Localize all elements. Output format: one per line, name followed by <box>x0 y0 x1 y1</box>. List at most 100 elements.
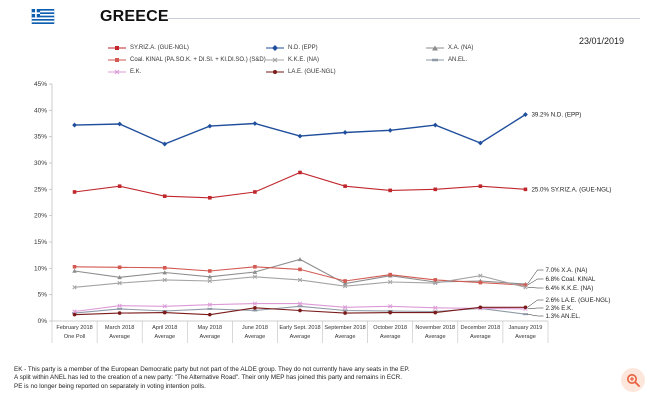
data-point <box>478 305 483 310</box>
data-point <box>208 269 212 273</box>
data-point <box>433 278 438 282</box>
footnote-anel: A split within ANEL has led to the creat… <box>14 374 402 382</box>
title-background <box>88 8 168 28</box>
data-point <box>72 190 77 194</box>
data-point <box>252 269 258 274</box>
legend-label-lae: LA.E. (GUE-NGL) <box>288 69 336 75</box>
data-point <box>207 302 212 307</box>
data-point <box>523 305 528 310</box>
data-point <box>478 280 483 285</box>
header-rule <box>88 18 640 19</box>
y-tick-label: 30% <box>34 160 47 167</box>
x-tick-sublabel: Average <box>425 334 446 340</box>
data-point <box>117 184 122 188</box>
data-point <box>117 274 122 280</box>
legend-label-anel: AN.EL. <box>448 57 468 63</box>
data-point <box>433 280 438 286</box>
voting-intention-line-chart: 0% 5% 10% 15% 20% 25% 30% 35% 40% 45% February 201… <box>34 81 611 343</box>
data-point <box>162 270 168 275</box>
data-point <box>342 284 348 289</box>
data-point <box>117 280 122 286</box>
data-point <box>477 140 483 146</box>
y-tick-label: 40% <box>34 107 47 114</box>
data-point <box>162 277 167 283</box>
data-point <box>252 274 258 279</box>
x-tick-label: Early Sept. 2018 <box>279 325 320 331</box>
x-tick-sublabel: Average <box>245 334 266 340</box>
data-point <box>433 310 438 315</box>
x-tick-label: October 2018 <box>373 325 407 331</box>
data-point <box>162 141 168 147</box>
series-end-label: 6.8% Coal. KINAL <box>545 276 595 283</box>
end-label-leader <box>527 299 544 308</box>
data-point <box>72 122 77 128</box>
x-tick-label: February 2018 <box>56 325 92 331</box>
data-point <box>207 278 212 284</box>
series-line <box>74 171 526 199</box>
y-tick-label: 5% <box>38 292 48 299</box>
y-tick-label: 35% <box>34 134 47 141</box>
y-tick-label: 45% <box>34 81 47 88</box>
x-tick-sublabel: One Poll <box>64 334 85 340</box>
y-tick-label: 10% <box>34 265 47 272</box>
data-point <box>208 312 212 317</box>
data-point <box>252 121 258 126</box>
data-point <box>72 312 77 317</box>
series-end-label: 39.2% N.D. (EPP) <box>531 112 581 119</box>
series-end-label: 2.6% LA.E. (GUE-NGL) <box>545 297 610 304</box>
page-title: GREECE <box>100 8 169 25</box>
greece-flag <box>31 9 55 24</box>
data-point <box>388 304 393 309</box>
series-end-label: 7.0% X.A. (NA) <box>545 267 587 274</box>
y-tick-label: 15% <box>34 239 47 246</box>
series-end-label: 6.4% K.K.E. (NA) <box>545 285 593 292</box>
data-point <box>253 190 257 194</box>
data-point <box>208 195 212 200</box>
data-point <box>72 285 77 290</box>
data-point <box>478 184 483 188</box>
x-tick-sublabel: Average <box>199 334 220 340</box>
data-point <box>388 188 392 193</box>
legend-label-syriza: SY.RIZ.A. (GUE-NGL) <box>130 45 189 51</box>
x-tick-label: April 2018 <box>152 325 177 331</box>
data-point <box>253 264 257 269</box>
footnote-pe: PE is no longer being reported on separa… <box>14 382 206 390</box>
x-tick-label: March 2018 <box>105 325 135 331</box>
data-point <box>342 305 348 310</box>
x-tick-sublabel: Average <box>335 334 356 340</box>
data-point <box>162 310 167 315</box>
data-point <box>523 112 528 117</box>
y-tick-label: 25% <box>34 186 47 193</box>
data-point <box>433 187 438 192</box>
x-tick-label: September 2018 <box>324 325 365 331</box>
x-tick-label: November 2018 <box>415 325 455 331</box>
data-point <box>343 279 347 283</box>
data-point <box>343 311 347 315</box>
legend-label-xa: X.A. (NA) <box>448 45 474 51</box>
end-label-leader <box>527 278 544 286</box>
data-point <box>387 127 393 133</box>
data-point <box>432 122 438 128</box>
data-point <box>388 272 392 277</box>
data-point <box>523 285 528 290</box>
data-point <box>162 304 167 309</box>
x-tick-label: May 2018 <box>198 325 223 331</box>
data-point <box>117 303 122 308</box>
x-tick-label: January 2019 <box>509 325 543 331</box>
zoom-in-icon <box>627 374 640 387</box>
data-point <box>342 281 348 286</box>
x-tick-sublabel: Average <box>515 334 536 340</box>
data-point <box>298 308 302 313</box>
data-point <box>388 279 393 285</box>
x-tick-sublabel: Average <box>470 334 491 340</box>
data-point <box>207 274 213 279</box>
zoom-button[interactable] <box>621 368 645 392</box>
data-point <box>162 194 167 198</box>
legend-label-kinal: Coal. KINAL (PA.SO.K. + DI.SI. + KI.DI.S… <box>130 57 266 63</box>
legend-label-nd: N.D. (EPP) <box>288 45 318 51</box>
data-point <box>523 283 528 287</box>
data-point <box>253 306 257 310</box>
series-end-label: 2.3% E.K. <box>545 305 573 312</box>
legend-label-kke: K.K.E. (NA) <box>288 57 320 63</box>
data-point <box>72 268 77 273</box>
